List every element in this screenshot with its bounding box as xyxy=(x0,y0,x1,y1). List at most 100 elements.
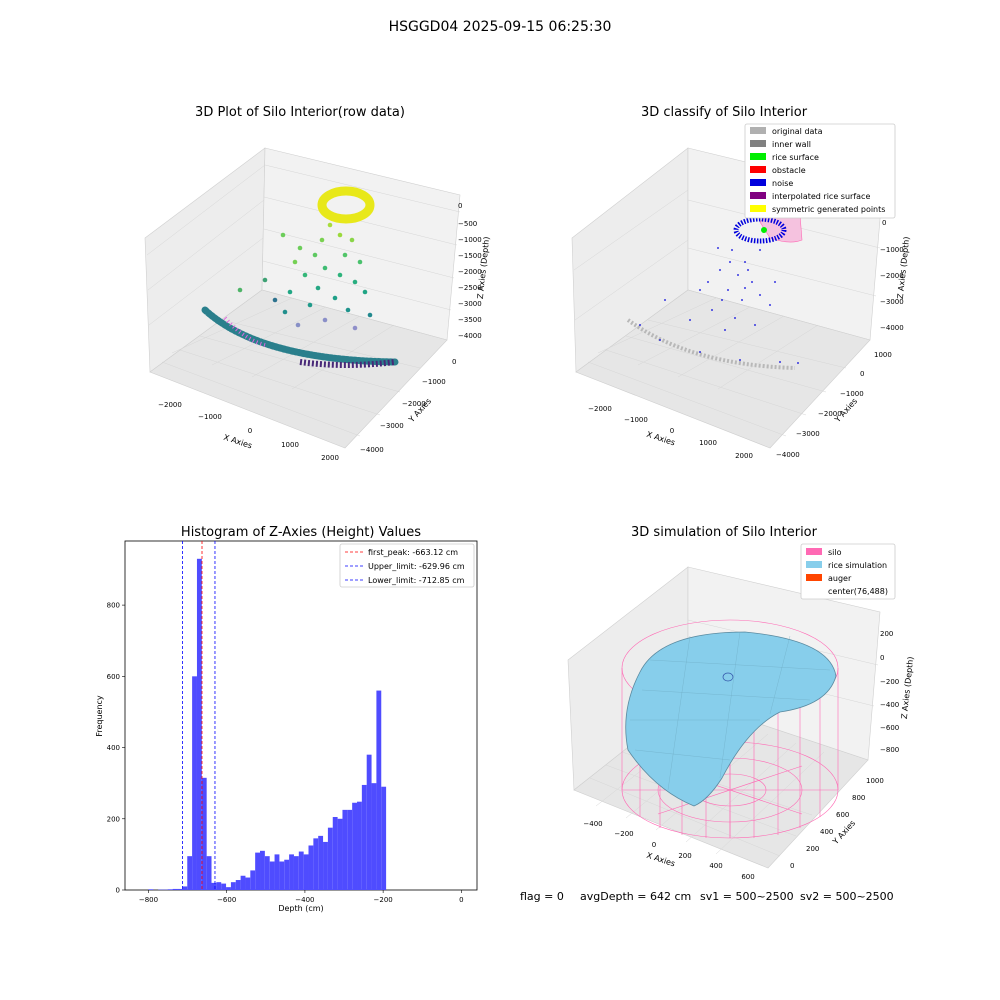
histogram-bar-48 xyxy=(381,786,387,890)
svg-text:rice simulation: rice simulation xyxy=(828,561,887,570)
svg-text:0: 0 xyxy=(882,219,886,227)
footer-flag: flag = 0 xyxy=(520,890,564,903)
histogram-bar-19 xyxy=(240,875,246,890)
histogram-bar-9 xyxy=(192,676,197,890)
footer-stats: flag = 0 avgDepth = 642 cm sv1 = 500~250… xyxy=(520,890,894,903)
svg-text:interpolated rice surface: interpolated rice surface xyxy=(772,192,870,201)
histogram-bar-47 xyxy=(376,690,382,890)
svg-text:−2000: −2000 xyxy=(818,410,842,418)
histogram-bar-30 xyxy=(293,856,299,890)
histogram-bar-16 xyxy=(226,887,231,890)
svg-text:0: 0 xyxy=(670,427,674,435)
histogram-bar-38 xyxy=(332,816,338,890)
histogram-bar-8 xyxy=(187,856,193,890)
figure-title: HSGGD04 2025-09-15 06:25:30 xyxy=(389,19,612,35)
histogram-panel[interactable]: Histogram of Z-Axies (Height) Values −80… xyxy=(95,525,478,913)
histogram-bar-7 xyxy=(182,886,188,890)
histogram-bar-4 xyxy=(167,889,173,890)
simulation-3d-panel[interactable]: 3D simulation of Silo Interior xyxy=(567,525,915,881)
svg-text:600: 600 xyxy=(836,811,849,819)
histogram-bar-22 xyxy=(255,852,261,890)
histogram-bar-25 xyxy=(269,861,275,890)
histogram-bar-0 xyxy=(148,889,154,890)
svg-text:noise: noise xyxy=(772,179,793,188)
svg-text:original data: original data xyxy=(772,127,823,136)
svg-text:silo: silo xyxy=(828,548,842,557)
histogram-bar-20 xyxy=(245,877,251,890)
histogram-bar-28 xyxy=(284,859,290,890)
classify-3d-panel[interactable]: 3D classify of Silo Interior −2000 −1000… xyxy=(571,105,911,460)
histogram-bar-18 xyxy=(235,880,241,890)
classify-panel-title: 3D classify of Silo Interior xyxy=(641,105,808,120)
svg-text:−1000: −1000 xyxy=(198,413,222,421)
histogram-bar-23 xyxy=(260,850,265,890)
histogram-bars xyxy=(148,558,387,890)
histogram-x-tick-label-3: −200 xyxy=(374,896,393,904)
classify-x-ticks: −2000 −1000 0 1000 2000 xyxy=(588,405,753,460)
histogram-bar-10 xyxy=(196,558,202,890)
svg-text:0: 0 xyxy=(652,841,656,849)
classify-legend-item-symmetric: symmetric generated points xyxy=(750,205,885,214)
svg-text:1000: 1000 xyxy=(866,777,884,785)
svg-text:0: 0 xyxy=(880,654,884,662)
svg-text:200: 200 xyxy=(880,630,893,638)
histogram-bar-21 xyxy=(250,870,256,890)
raw-floor-arc xyxy=(201,306,399,366)
histogram-bar-35 xyxy=(318,835,324,890)
svg-text:−2000: −2000 xyxy=(458,268,482,276)
simulation-legend-center: center(76,488) xyxy=(828,587,888,596)
histogram-x-tick-label-4: 0 xyxy=(459,896,463,904)
svg-text:2000: 2000 xyxy=(735,452,753,460)
raw-3d-panel[interactable]: 3D Plot of Silo Interior(row data) −2000… xyxy=(144,105,492,462)
histogram-bar-42 xyxy=(352,802,358,890)
svg-text:−1000: −1000 xyxy=(840,390,864,398)
histogram-bar-27 xyxy=(279,861,285,890)
svg-text:0: 0 xyxy=(790,862,794,870)
simulation-legend: silo rice simulation auger center(76,488… xyxy=(800,543,896,600)
classify-legend-item-noise: noise xyxy=(750,179,793,188)
histogram-bar-46 xyxy=(371,783,377,890)
svg-text:−1000: −1000 xyxy=(458,236,482,244)
histogram-plot-area xyxy=(124,540,478,891)
raw-pink-points xyxy=(223,316,266,347)
svg-text:−3000: −3000 xyxy=(880,298,904,306)
svg-text:0: 0 xyxy=(860,370,864,378)
svg-text:−3000: −3000 xyxy=(380,422,404,430)
histogram-x-tick-label-2: −400 xyxy=(295,896,314,904)
classify-legend-item-inner-wall: inner wall xyxy=(750,140,811,149)
svg-text:−4000: −4000 xyxy=(880,324,904,332)
svg-text:−3000: −3000 xyxy=(458,300,482,308)
svg-text:800: 800 xyxy=(852,794,865,802)
legend-first-peak: first_peak: -663.12 cm xyxy=(368,548,458,557)
histogram-bar-24 xyxy=(264,856,270,890)
raw-scatter xyxy=(237,222,373,331)
svg-text:inner wall: inner wall xyxy=(772,140,811,149)
svg-text:auger: auger xyxy=(828,574,852,583)
histogram-y-label: Frequency xyxy=(95,695,104,737)
histogram-y-tick-label-4: 800 xyxy=(107,602,120,610)
histogram-bar-43 xyxy=(357,801,362,890)
histogram-bar-29 xyxy=(289,854,294,890)
histogram-bar-45 xyxy=(366,754,372,890)
rice-surface-mesh xyxy=(630,631,831,791)
svg-text:0: 0 xyxy=(458,202,462,210)
raw-x-ticks: −2000 −1000 0 1000 2000 xyxy=(158,401,339,462)
histogram-bar-6 xyxy=(177,888,183,890)
histogram-bar-33 xyxy=(308,845,314,890)
raw-top-ring xyxy=(317,186,375,224)
raw-y-ticks: 0 −1000 −2000 −3000 −4000 xyxy=(360,358,456,454)
classify-legend-item-rice-surface: rice surface xyxy=(750,153,819,162)
svg-text:obstacle: obstacle xyxy=(772,166,806,175)
simulation-legend-item-rice: rice simulation xyxy=(806,561,887,570)
svg-text:600: 600 xyxy=(741,873,754,881)
svg-text:−4000: −4000 xyxy=(360,446,384,454)
histogram-bar-17 xyxy=(230,882,236,890)
svg-text:−400: −400 xyxy=(583,820,602,828)
svg-text:−4000: −4000 xyxy=(776,451,800,459)
classify-legend-item-obstacle: obstacle xyxy=(750,166,806,175)
simulation-x-ticks: −400 −200 0 200 400 600 xyxy=(583,820,754,881)
histogram-y-tick-label-3: 600 xyxy=(107,673,120,681)
raw-z-label: Z Axies (Depth) xyxy=(476,236,492,299)
histogram-y-ticks: 0 200 400 600 800 xyxy=(107,602,125,895)
raw-floor-arc-dark xyxy=(299,359,396,368)
